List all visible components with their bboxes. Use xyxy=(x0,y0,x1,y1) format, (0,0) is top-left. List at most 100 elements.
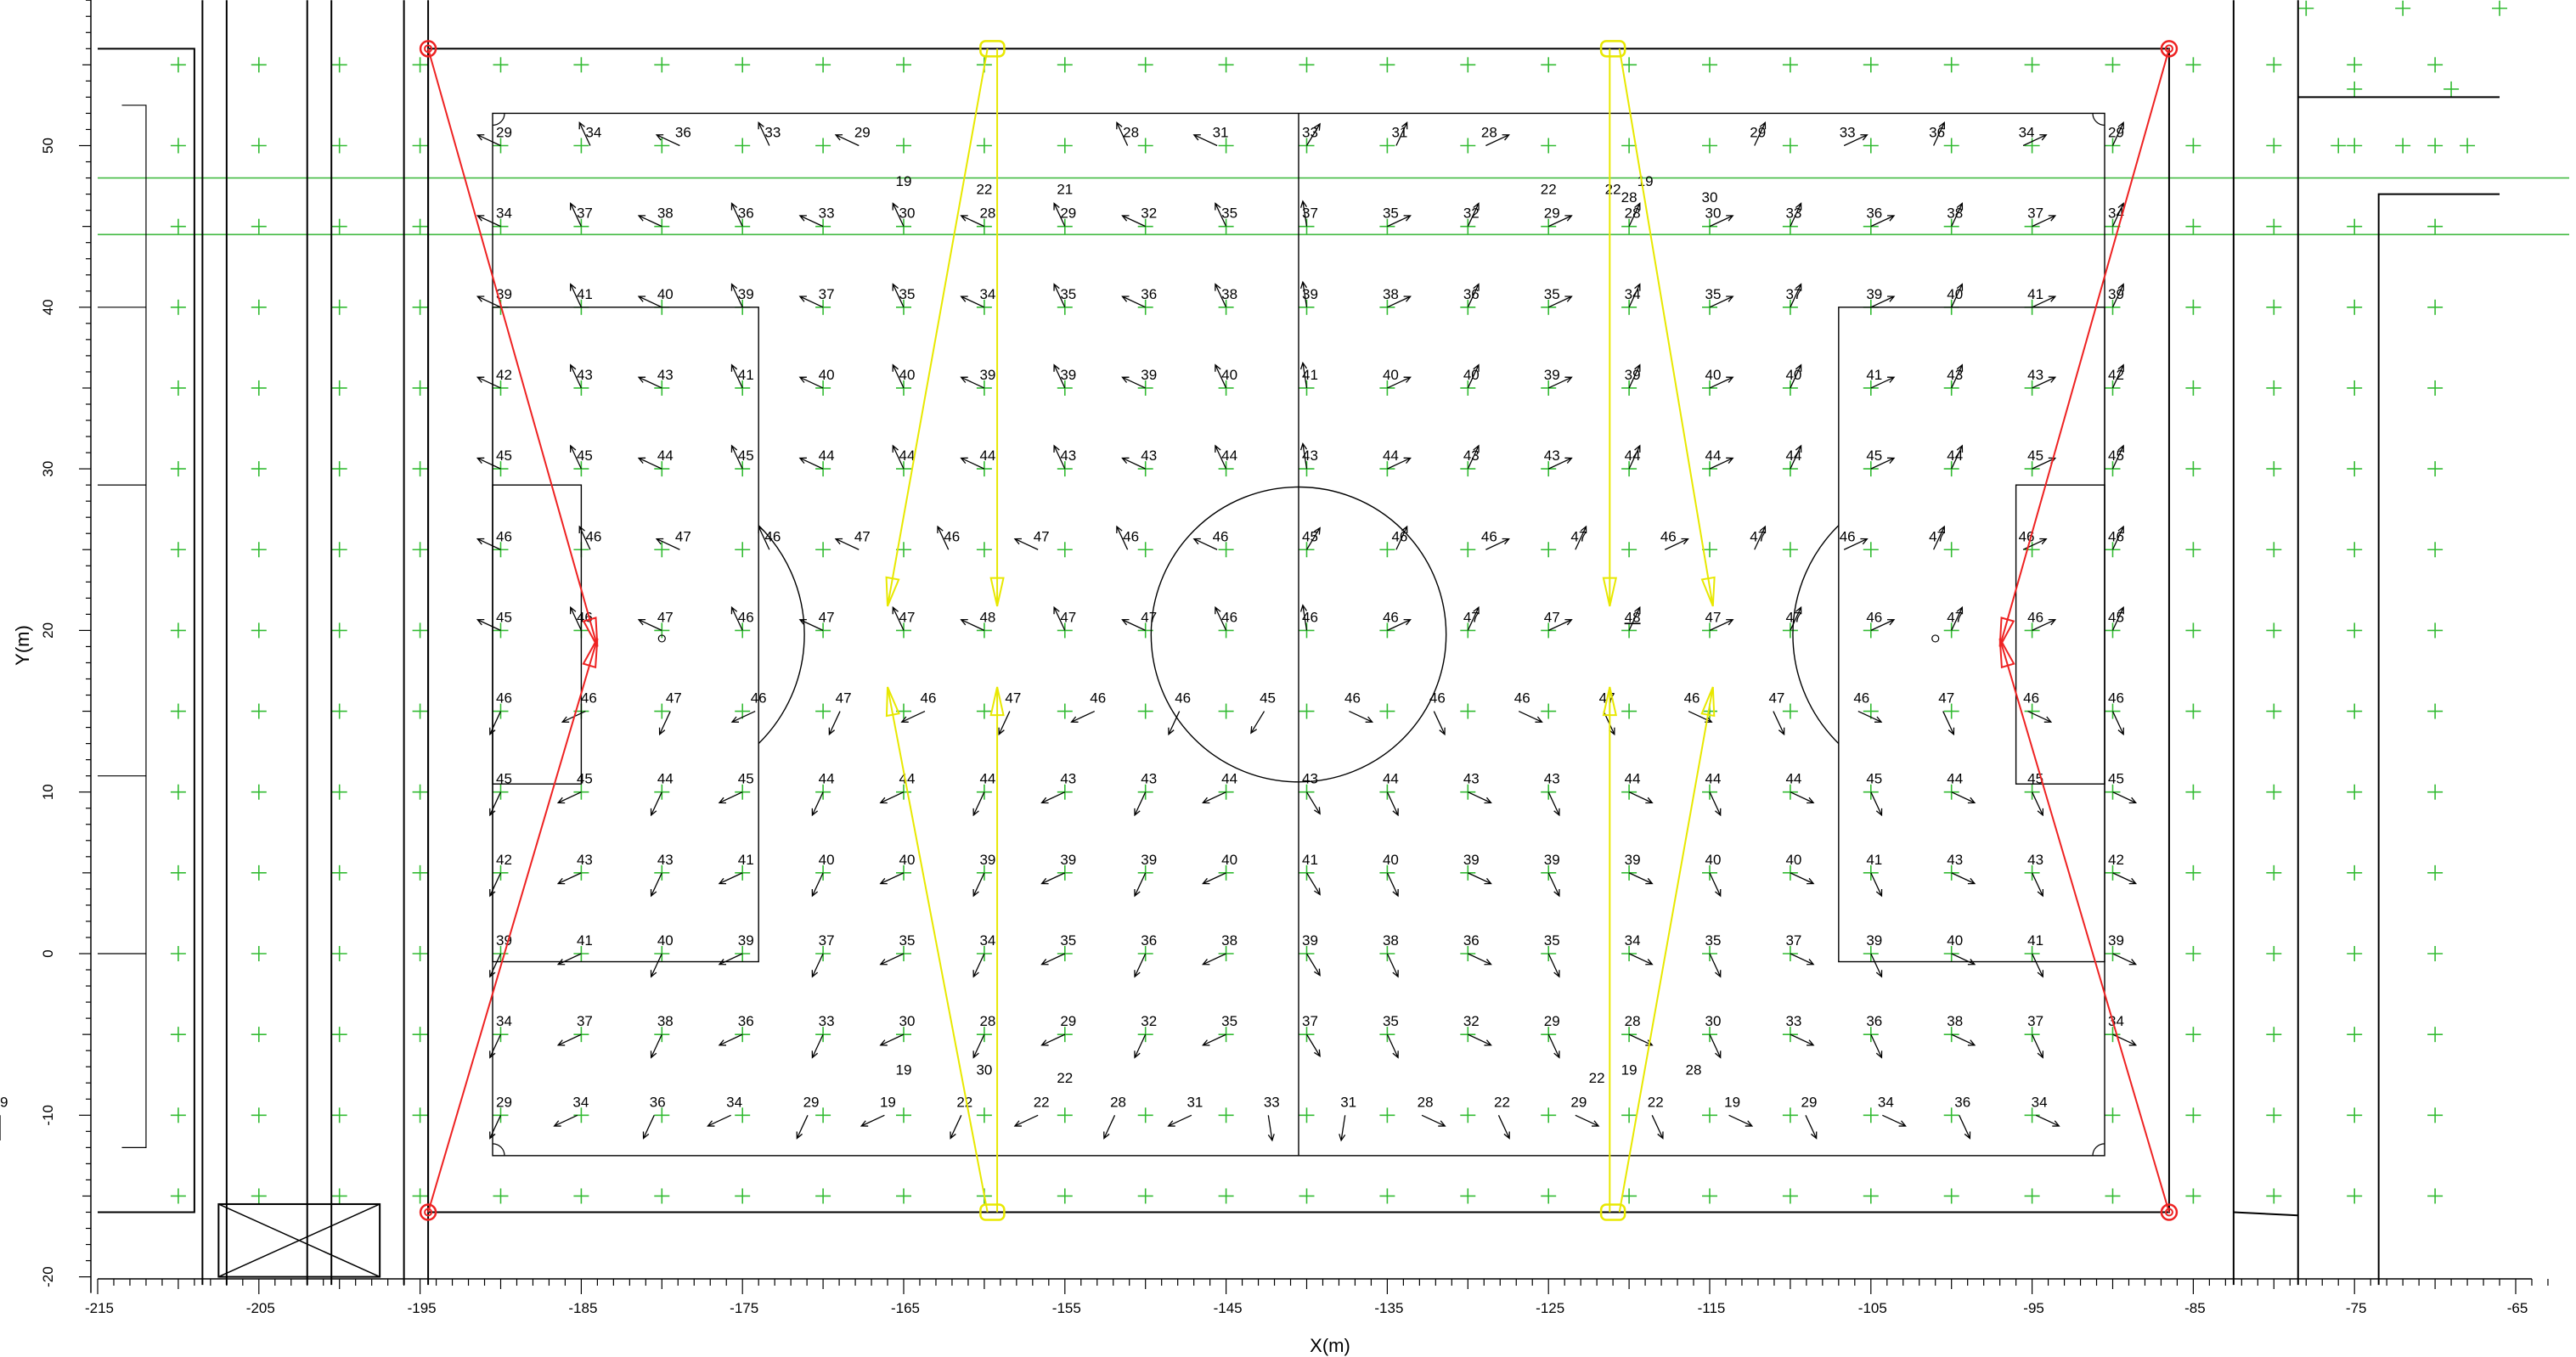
illuminance-value: 44 xyxy=(1785,771,1801,787)
vector-arrow xyxy=(1135,1034,1146,1057)
illuminance-value: 47 xyxy=(1938,690,1954,707)
vector-arrow xyxy=(812,792,823,815)
illuminance-value: 28 xyxy=(1625,1013,1641,1029)
illuminance-value: 46 xyxy=(581,690,597,707)
vector-arrow xyxy=(1773,712,1784,735)
vector-arrow xyxy=(973,873,984,896)
illuminance-value: 35 xyxy=(1060,932,1076,949)
vector-arrow xyxy=(558,1034,581,1045)
illuminance-value: 42 xyxy=(2108,852,2124,868)
illuminance-value: 29 xyxy=(803,1094,820,1110)
illuminance-value: 38 xyxy=(1947,206,1963,222)
extra-value: 22 xyxy=(1589,1070,1605,1086)
illuminance-value: 19 xyxy=(880,1094,896,1110)
vector-arrow xyxy=(1858,712,1881,723)
illuminance-value: 41 xyxy=(577,932,593,949)
illuminance-value: 45 xyxy=(496,609,512,625)
vector-arrow xyxy=(2113,1034,2136,1045)
illuminance-value: 46 xyxy=(1302,609,1318,625)
illuminance-value: 32 xyxy=(1463,206,1480,222)
illuminance-value: 39 xyxy=(1302,286,1318,302)
x-tick-label: -115 xyxy=(1698,1300,1726,1316)
illuminance-value: 43 xyxy=(1060,771,1076,787)
illuminance-value: 28 xyxy=(979,1013,995,1029)
vector-arrow xyxy=(490,1115,501,1138)
vector-arrow xyxy=(1519,712,1542,723)
illuminance-value: 42 xyxy=(496,852,512,868)
illuminance-value: 44 xyxy=(1947,771,1963,787)
illuminance-value: 29 xyxy=(1060,1013,1076,1029)
illuminance-value: 46 xyxy=(496,528,512,544)
extra-value: 21 xyxy=(1057,182,1073,198)
extra-value: 22 xyxy=(1057,1070,1073,1086)
illuminance-value: 47 xyxy=(1570,528,1587,544)
illuminance-value: 47 xyxy=(666,690,682,707)
illuminance-value: 29 xyxy=(1750,125,1766,141)
x-axis-label: X(m) xyxy=(1310,1335,1350,1356)
illuminance-value: 46 xyxy=(1429,690,1446,707)
vector-arrow xyxy=(812,954,823,977)
illuminance-value: 32 xyxy=(1141,206,1157,222)
illuminance-value: 22 xyxy=(1648,1094,1664,1110)
illuminance-value: 35 xyxy=(899,286,916,302)
illuminance-value: 31 xyxy=(1391,125,1407,141)
left-inner-line xyxy=(121,105,145,1147)
vector-arrow xyxy=(1710,1034,1721,1057)
illuminance-value: 30 xyxy=(1705,206,1722,222)
illuminance-value: 34 xyxy=(496,206,512,222)
illuminance-value: 33 xyxy=(1840,125,1856,141)
corner-arc xyxy=(493,1144,504,1156)
vector-arrow xyxy=(1042,954,1065,965)
illuminance-value: 46 xyxy=(2027,609,2043,625)
illuminance-value: 40 xyxy=(1383,367,1399,383)
illuminance-value: 35 xyxy=(1383,1013,1399,1029)
illuminance-value: 45 xyxy=(577,771,593,787)
illuminance-value: 43 xyxy=(1544,448,1560,464)
illuminance-value: 36 xyxy=(1866,1013,1882,1029)
illuminance-value: 47 xyxy=(657,609,674,625)
illuminance-value: 46 xyxy=(738,609,754,625)
illuminance-value: 47 xyxy=(1929,528,1945,544)
illuminance-value: 30 xyxy=(899,1013,916,1029)
illuminance-value: 47 xyxy=(836,690,852,707)
illuminance-value: 44 xyxy=(1383,771,1399,787)
illuminance-value: 33 xyxy=(764,125,781,141)
illuminance-value: 34 xyxy=(1878,1094,1894,1110)
vector-arrow xyxy=(558,954,581,965)
illuminance-value: 40 xyxy=(1947,932,1963,949)
vector-arrowhead xyxy=(1314,888,1320,895)
illuminance-value: 43 xyxy=(2027,852,2043,868)
illuminance-value: 39 xyxy=(1141,852,1157,868)
illuminance-value: 46 xyxy=(1684,690,1700,707)
vector-arrow xyxy=(1806,1115,1817,1138)
y-tick-label: 40 xyxy=(40,299,56,315)
vector-arrow xyxy=(1729,1115,1752,1126)
vector-arrow xyxy=(644,1115,655,1138)
vector-arrow xyxy=(1169,712,1180,735)
y-tick-label: -10 xyxy=(40,1105,56,1126)
vector-arrow xyxy=(1042,792,1065,803)
vector-arrow xyxy=(1015,1115,1038,1126)
left-penalty-area xyxy=(493,307,758,962)
vector-arrow xyxy=(2036,1115,2059,1126)
illuminance-value: 44 xyxy=(819,771,835,787)
illuminance-value: 41 xyxy=(1866,367,1882,383)
vector-arrow xyxy=(1468,873,1491,884)
x-tick-label: -185 xyxy=(568,1300,597,1316)
right-penalty-arc xyxy=(1793,526,1839,744)
illuminance-value: 38 xyxy=(1947,1013,1963,1029)
illuminance-value: 31 xyxy=(1213,125,1229,141)
illuminance-value: 43 xyxy=(2027,367,2043,383)
vector-arrow xyxy=(1790,1034,1813,1045)
illuminance-value: 29 xyxy=(1544,206,1560,222)
illuminance-value: 40 xyxy=(1785,367,1801,383)
illuminance-value: 46 xyxy=(1221,609,1237,625)
y-tick-label: 20 xyxy=(40,622,56,639)
vector-arrow xyxy=(950,1115,961,1138)
illuminance-value: 47 xyxy=(1060,609,1076,625)
vector-arrow xyxy=(1135,873,1146,896)
illuminance-value: 34 xyxy=(585,125,601,141)
illuminance-value: 47 xyxy=(1034,528,1050,544)
illuminance-value: 28 xyxy=(1110,1094,1126,1110)
illuminance-value: 36 xyxy=(1463,286,1480,302)
